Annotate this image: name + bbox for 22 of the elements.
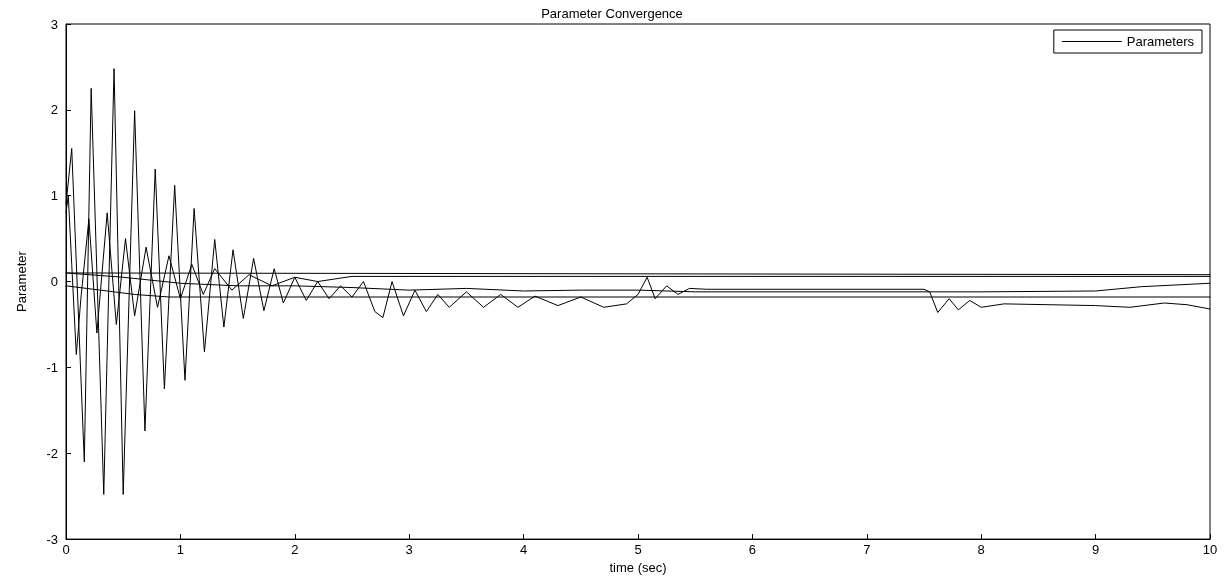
legend-label: Parameters <box>1126 34 1195 49</box>
y-tick-label: -1 <box>46 359 58 375</box>
chart-title: Parameter Convergence <box>541 6 683 21</box>
x-tick-label: 9 <box>1091 542 1100 558</box>
x-tick-label: 6 <box>748 542 757 558</box>
y-tick-label: 3 <box>50 16 58 32</box>
y-axis-title: Parameter <box>14 250 29 312</box>
y-tick-label: -3 <box>46 531 58 547</box>
x-tick-label: 0 <box>62 542 70 558</box>
y-tick-label: 2 <box>50 102 58 118</box>
x-tick-label: 1 <box>176 542 185 558</box>
y-tick-label: -2 <box>46 445 58 461</box>
y-tick-label: 0 <box>50 274 58 290</box>
x-tick-label: 10 <box>1202 542 1218 558</box>
x-tick-label: 5 <box>634 542 642 558</box>
x-axis-title: time (sec) <box>609 560 667 575</box>
x-tick-label: 8 <box>977 542 985 558</box>
x-tick-label: 2 <box>291 542 299 558</box>
x-tick-label: 7 <box>863 542 871 558</box>
y-tick-label: 1 <box>50 188 58 204</box>
x-tick-label: 3 <box>405 542 413 558</box>
x-tick-label: 4 <box>519 542 528 558</box>
